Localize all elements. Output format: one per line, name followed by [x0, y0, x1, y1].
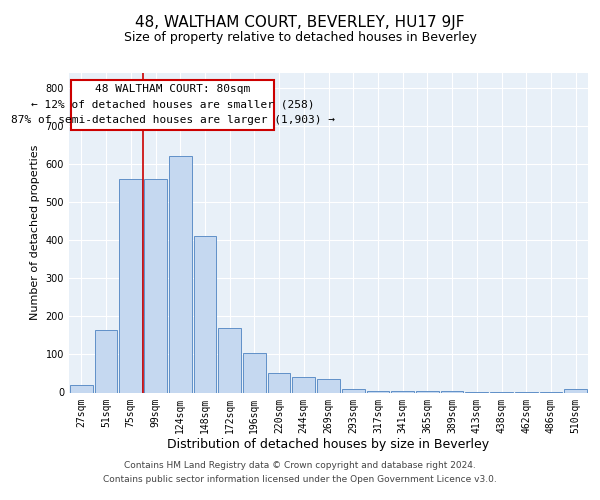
Bar [268, 374, 290, 392]
Bar [218, 328, 241, 392]
Bar [317, 379, 340, 392]
Text: 48, WALTHAM COURT, BEVERLEY, HU17 9JF: 48, WALTHAM COURT, BEVERLEY, HU17 9JF [135, 15, 465, 30]
Bar [95, 330, 118, 392]
Text: 48 WALTHAM COURT: 80sqm
← 12% of detached houses are smaller (258)
87% of semi-d: 48 WALTHAM COURT: 80sqm ← 12% of detache… [11, 84, 335, 126]
Bar [342, 388, 365, 392]
Bar [391, 390, 414, 392]
X-axis label: Distribution of detached houses by size in Beverley: Distribution of detached houses by size … [167, 438, 490, 451]
Bar [292, 378, 315, 392]
Bar [169, 156, 191, 392]
Bar [70, 385, 93, 392]
Bar [144, 179, 167, 392]
Text: Contains HM Land Registry data © Crown copyright and database right 2024.: Contains HM Land Registry data © Crown c… [124, 462, 476, 470]
Bar [194, 236, 216, 392]
Bar [367, 390, 389, 392]
Bar [564, 390, 587, 392]
Bar [119, 179, 142, 392]
Bar [71, 80, 274, 130]
Bar [243, 354, 266, 393]
Text: Size of property relative to detached houses in Beverley: Size of property relative to detached ho… [124, 31, 476, 44]
Y-axis label: Number of detached properties: Number of detached properties [30, 145, 40, 320]
Text: Contains public sector information licensed under the Open Government Licence v3: Contains public sector information licen… [103, 474, 497, 484]
